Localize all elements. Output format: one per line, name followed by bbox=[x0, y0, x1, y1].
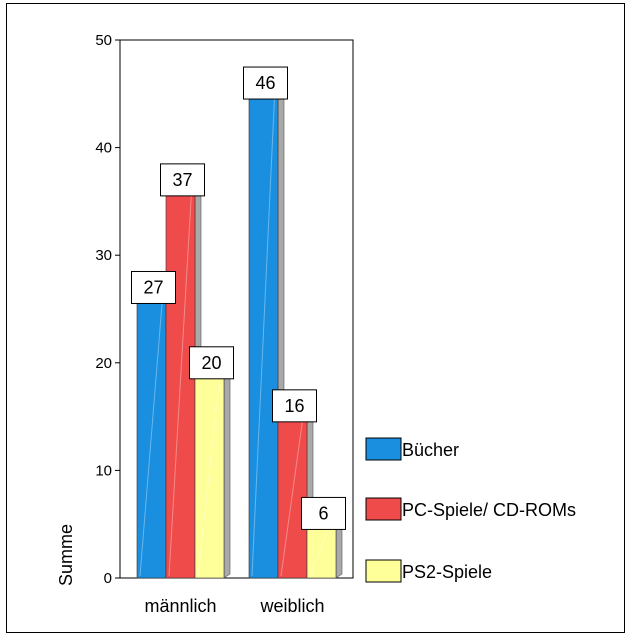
legend-swatch bbox=[365, 437, 402, 461]
value-label: 20 bbox=[189, 346, 234, 380]
bar-front bbox=[194, 362, 225, 579]
value-label-box bbox=[272, 389, 317, 423]
bar-highlight bbox=[251, 87, 276, 577]
bar-front bbox=[136, 287, 167, 579]
y-axis-title: Summe bbox=[56, 524, 76, 586]
legend-label: PS2-Spiele bbox=[402, 562, 492, 582]
y-tick-label: 20 bbox=[95, 355, 112, 372]
value-label-text: 46 bbox=[255, 73, 275, 93]
legend-label: PC-Spiele/ CD-ROMs bbox=[402, 500, 576, 520]
y-tick-label: 40 bbox=[95, 140, 112, 157]
legend-label: Bücher bbox=[402, 440, 459, 460]
bar-front bbox=[277, 405, 308, 579]
x-category-label: weiblich bbox=[259, 596, 324, 616]
value-label-text: 37 bbox=[172, 170, 192, 190]
y-tick-label: 0 bbox=[104, 570, 112, 587]
value-label: 27 bbox=[131, 270, 176, 304]
value-label-box bbox=[301, 496, 346, 530]
value-label-box bbox=[243, 66, 288, 100]
value-label-box bbox=[189, 346, 234, 380]
y-axis: 0 10 20 30 40 50 bbox=[95, 32, 120, 587]
bar-highlight bbox=[139, 291, 164, 577]
value-label-text: 20 bbox=[201, 353, 221, 373]
value-label-box bbox=[160, 163, 205, 197]
y-tick-label: 50 bbox=[95, 32, 112, 49]
value-label-text: 16 bbox=[284, 396, 304, 416]
y-tick-label: 10 bbox=[95, 462, 112, 479]
value-label-text: 6 bbox=[318, 503, 328, 523]
x-category-label: männlich bbox=[144, 596, 216, 616]
value-label: 6 bbox=[301, 496, 346, 530]
bar bbox=[194, 358, 231, 579]
legend-swatch bbox=[365, 559, 402, 583]
value-label: 46 bbox=[243, 66, 288, 100]
value-label: 16 bbox=[272, 389, 317, 423]
value-label-box bbox=[131, 270, 176, 304]
bar bbox=[248, 78, 285, 579]
bar-highlight bbox=[168, 183, 193, 577]
bar-highlight bbox=[280, 409, 305, 577]
legend-item: PS2-Spiele bbox=[365, 559, 492, 583]
bar-highlight bbox=[197, 366, 222, 577]
value-label-text: 27 bbox=[143, 277, 163, 297]
bar-front bbox=[248, 82, 279, 579]
value-label: 37 bbox=[160, 163, 205, 197]
y-tick-label: 30 bbox=[95, 247, 112, 264]
legend-item: Bücher bbox=[365, 437, 459, 461]
bar-side bbox=[223, 358, 231, 579]
value-labels: 27 37 20 46 16 6 bbox=[131, 66, 346, 530]
legend-item: PC-Spiele/ CD-ROMs bbox=[365, 497, 576, 521]
legend-swatch bbox=[365, 497, 402, 521]
x-axis: männlich weiblich bbox=[144, 596, 324, 616]
legend: Bücher PC-Spiele/ CD-ROMs PS2-Spiele bbox=[365, 437, 576, 583]
